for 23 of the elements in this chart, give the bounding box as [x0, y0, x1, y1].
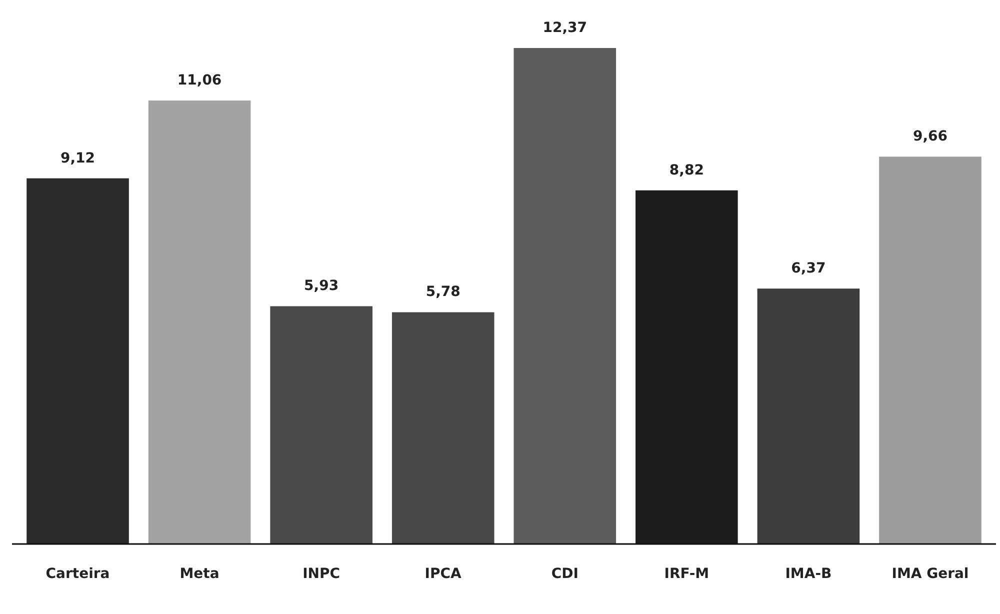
data-label: 9,12 — [60, 150, 96, 166]
bar — [514, 48, 616, 544]
bar — [270, 306, 372, 544]
bar — [26, 178, 129, 544]
data-label: 12,37 — [542, 20, 588, 36]
x-tick-label: IMA-B — [785, 566, 832, 582]
data-label: 5,78 — [426, 284, 460, 300]
data-label: 11,06 — [177, 72, 222, 89]
bar — [148, 100, 251, 544]
bar — [879, 156, 982, 544]
bar — [757, 288, 860, 544]
data-label: 9,66 — [912, 128, 948, 145]
data-label: 8,82 — [669, 162, 704, 178]
x-tick-label: INPC — [302, 566, 340, 582]
x-tick-label: Carteira — [46, 566, 110, 582]
bar — [392, 312, 494, 544]
data-label: 5,93 — [304, 278, 339, 294]
x-tick-label: IRF-M — [664, 566, 710, 582]
x-tick-label: Meta — [180, 566, 220, 582]
x-tick-label: IPCA — [424, 566, 462, 582]
x-tick-label: IMA Geral — [892, 566, 969, 582]
data-label: 6,37 — [791, 260, 826, 277]
x-tick-label: CDI — [551, 566, 578, 582]
